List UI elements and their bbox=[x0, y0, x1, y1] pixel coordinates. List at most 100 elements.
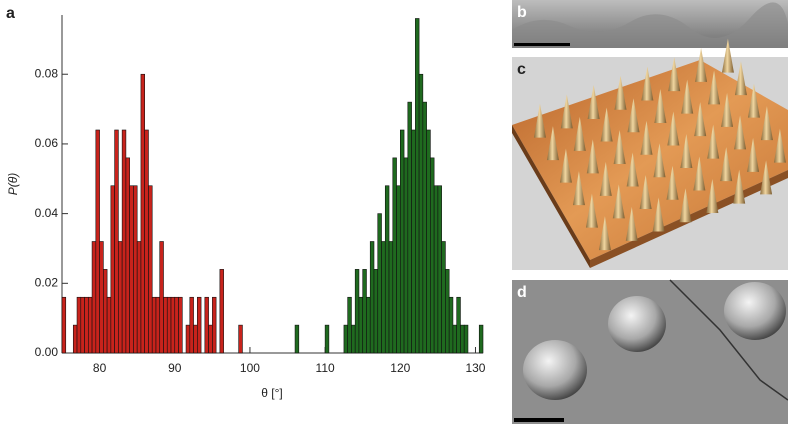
cone bbox=[721, 92, 734, 127]
cone bbox=[706, 178, 719, 213]
cone bbox=[681, 79, 694, 114]
bar bbox=[91, 241, 97, 354]
cone bbox=[747, 137, 760, 172]
plot: 0.00 0.02 0.04 0.06 0.08 80 90 100 110 120 130 bbox=[35, 15, 486, 375]
cone bbox=[599, 161, 612, 196]
cone bbox=[640, 120, 653, 155]
cone bbox=[639, 175, 652, 210]
bar bbox=[463, 324, 469, 354]
cone bbox=[641, 66, 654, 101]
bar bbox=[76, 296, 82, 354]
bar bbox=[441, 241, 446, 354]
bar bbox=[384, 185, 390, 354]
cone bbox=[612, 184, 625, 219]
cone bbox=[695, 47, 708, 82]
droplet bbox=[523, 340, 587, 400]
cone bbox=[614, 75, 627, 110]
bar bbox=[411, 129, 416, 354]
crack bbox=[669, 279, 788, 401]
y-tick-label: 0.06 bbox=[35, 136, 59, 150]
bar bbox=[351, 324, 356, 354]
cone bbox=[760, 106, 773, 141]
bar bbox=[294, 324, 300, 354]
cone bbox=[573, 116, 586, 151]
bar bbox=[343, 324, 348, 354]
bar bbox=[369, 241, 375, 354]
bar bbox=[185, 324, 191, 354]
bar bbox=[178, 296, 183, 354]
droplet bbox=[608, 296, 666, 352]
bar bbox=[388, 241, 394, 354]
cone bbox=[546, 126, 559, 161]
x-axis-label: θ [°] bbox=[261, 386, 282, 400]
bar bbox=[136, 241, 142, 354]
x-tick-label: 110 bbox=[316, 361, 335, 375]
panel-label: c bbox=[517, 61, 526, 78]
cone bbox=[613, 130, 626, 165]
bar bbox=[448, 296, 454, 354]
bar bbox=[72, 324, 78, 354]
cone bbox=[560, 94, 573, 129]
bar bbox=[396, 185, 401, 354]
cone bbox=[733, 169, 746, 204]
bar bbox=[407, 101, 412, 354]
bar bbox=[103, 269, 108, 354]
bar bbox=[174, 296, 179, 354]
droplet bbox=[724, 282, 786, 340]
bar bbox=[163, 296, 168, 354]
bar bbox=[366, 296, 371, 354]
cone bbox=[627, 98, 640, 133]
panel-label: d bbox=[517, 284, 527, 301]
bar bbox=[121, 129, 127, 354]
bar bbox=[392, 157, 397, 354]
cone bbox=[652, 197, 665, 232]
bar bbox=[140, 73, 145, 354]
bar bbox=[204, 296, 209, 354]
bar bbox=[415, 18, 420, 354]
cones bbox=[533, 38, 786, 251]
x-tick-label: 120 bbox=[390, 361, 410, 375]
cone bbox=[654, 88, 667, 123]
cone bbox=[533, 103, 546, 138]
y-tick-label: 0.00 bbox=[35, 345, 59, 359]
surface bbox=[512, 60, 788, 260]
bar bbox=[478, 324, 484, 354]
bar bbox=[197, 296, 202, 354]
bar bbox=[347, 296, 352, 354]
bar bbox=[110, 185, 115, 354]
bar bbox=[125, 157, 130, 354]
cone bbox=[626, 152, 639, 187]
bar bbox=[445, 269, 450, 354]
panel-label: a bbox=[6, 5, 15, 22]
cone bbox=[760, 160, 773, 195]
x-tick-label: 130 bbox=[465, 361, 485, 375]
cone bbox=[572, 171, 585, 206]
bar bbox=[193, 324, 198, 354]
cone bbox=[694, 102, 707, 137]
bar bbox=[238, 324, 243, 354]
bar bbox=[377, 213, 382, 354]
cone bbox=[587, 85, 600, 120]
bar bbox=[148, 185, 153, 354]
y-axis-label: P(θ) bbox=[6, 173, 20, 196]
cone bbox=[679, 188, 692, 223]
bar bbox=[133, 185, 138, 354]
scale-bar bbox=[514, 418, 564, 422]
panel-label: b bbox=[517, 4, 527, 21]
bar bbox=[170, 296, 176, 354]
bar bbox=[189, 296, 194, 354]
cone bbox=[585, 193, 598, 228]
bar bbox=[159, 241, 164, 354]
cone bbox=[667, 111, 680, 146]
bar bbox=[99, 241, 104, 354]
bar bbox=[430, 157, 435, 354]
cone bbox=[680, 133, 693, 168]
scale-bar bbox=[514, 43, 570, 46]
cone bbox=[586, 139, 599, 174]
bar bbox=[118, 241, 123, 354]
bar bbox=[381, 241, 386, 354]
surface-side bbox=[512, 125, 590, 268]
bar bbox=[400, 129, 405, 354]
bar bbox=[456, 296, 461, 354]
